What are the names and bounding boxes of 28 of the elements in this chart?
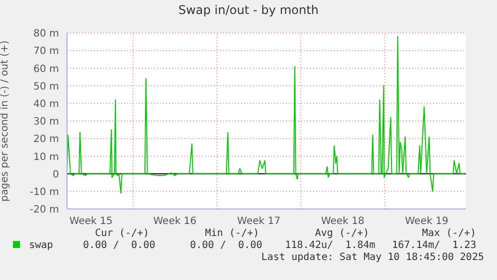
y-tick-label: 70 m [33, 46, 59, 58]
y-tick-label: 30 m [33, 116, 59, 128]
text: Last update: Sat May 10 18:45:00 2025 [261, 252, 484, 263]
y-axis-title: pages per second in (-) / out (+) [0, 40, 11, 202]
y-tick-label: 20 m [33, 134, 59, 146]
y-tick-label: 0 [52, 169, 59, 180]
y-tick-label: -20 m [30, 204, 59, 216]
y-tick-label: 50 m [33, 81, 59, 92]
y-tick-label: 40 m [33, 98, 59, 110]
chart-title: Swap in/out - by month [177, 3, 320, 17]
x-tick-label: Week 18 [321, 216, 364, 228]
x-tick-label: Week 15 [69, 216, 113, 228]
y-tick-label: 10 m [33, 152, 59, 163]
text: Min (-/+) [205, 228, 260, 239]
x-tick-label: Week 16 [153, 216, 197, 228]
y-tick-label: -10 m [30, 186, 59, 198]
text: Avg (-/+) [315, 228, 370, 239]
text: Max (-/+) [422, 228, 476, 239]
y-tick-label: 80 m [33, 28, 59, 40]
x-tick-label: Week 19 [405, 216, 448, 228]
x-tick-label: Week 17 [237, 216, 280, 228]
text: 167.14m/ 1.23 [392, 240, 476, 251]
legend-label: swap [28, 240, 54, 251]
text: 118.42u/ 1.84m [285, 240, 376, 251]
text: 0.00 / 0.00 [190, 240, 262, 251]
text: Cur (-/+) [95, 228, 150, 239]
y-tick-label: 60 m [33, 64, 59, 75]
text: 0.00 / 0.00 [83, 240, 156, 251]
